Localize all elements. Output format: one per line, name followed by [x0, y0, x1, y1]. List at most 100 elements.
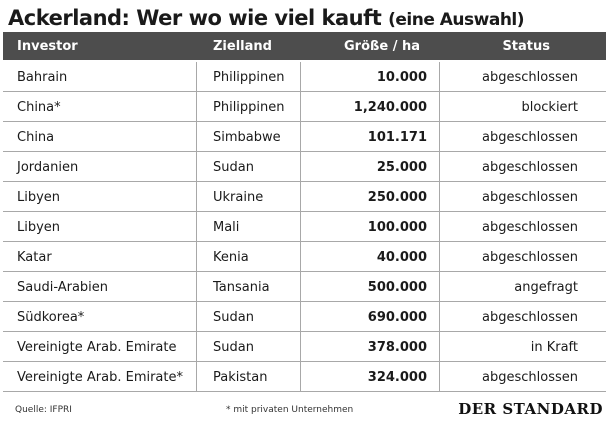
column-header-size: Größe / ha [343, 38, 420, 54]
column-divider [196, 122, 197, 152]
cell-status: angefragt [514, 279, 578, 295]
column-divider [439, 182, 440, 212]
cell-investor: Bahrain [17, 69, 68, 85]
row-divider [3, 121, 606, 122]
table-row: Südkorea* Sudan 690.000 abgeschlossen [3, 302, 606, 332]
cell-status: blockiert [521, 99, 578, 115]
row-divider [3, 241, 606, 242]
column-divider [196, 272, 197, 302]
table-row: China* Philippinen 1,240.000 blockiert [3, 92, 606, 122]
cell-target: Sudan [213, 339, 254, 355]
row-divider [3, 181, 606, 182]
footnote: * mit privaten Unternehmen [226, 405, 354, 415]
column-divider [196, 332, 197, 362]
row-divider [3, 361, 606, 362]
cell-size: 1,240.000 [353, 99, 427, 115]
column-divider [300, 302, 301, 332]
chart-title: Ackerland: Wer wo wie viel kauft (eine A… [8, 4, 525, 32]
column-divider [300, 362, 301, 392]
source-note: Quelle: IFPRI [15, 405, 72, 415]
cell-target: Simbabwe [213, 129, 281, 145]
row-divider [3, 391, 606, 392]
column-divider [300, 212, 301, 242]
cell-investor: China [17, 129, 55, 145]
column-divider [439, 242, 440, 272]
column-divider [196, 92, 197, 122]
column-divider [439, 62, 440, 92]
column-header-target: Zielland [213, 38, 272, 54]
column-divider [439, 302, 440, 332]
cell-target: Tansania [213, 279, 270, 295]
cell-size: 101.171 [367, 129, 427, 145]
column-divider [196, 152, 197, 182]
table-row: Libyen Mali 100.000 abgeschlossen [3, 212, 606, 242]
column-divider [300, 272, 301, 302]
cell-status: abgeschlossen [482, 309, 578, 325]
cell-size: 250.000 [367, 189, 427, 205]
cell-status: abgeschlossen [482, 129, 578, 145]
cell-status: abgeschlossen [482, 249, 578, 265]
table-header: Investor Zielland Größe / ha Status [3, 32, 606, 60]
title-subtitle: (eine Auswahl) [388, 10, 525, 30]
cell-status: abgeschlossen [482, 369, 578, 385]
cell-status: in Kraft [530, 339, 578, 355]
cell-size: 40.000 [376, 249, 427, 265]
table-row: Katar Kenia 40.000 abgeschlossen [3, 242, 606, 272]
title-main: Ackerland: Wer wo wie viel kauft [8, 6, 382, 30]
table-row: Libyen Ukraine 250.000 abgeschlossen [3, 182, 606, 212]
cell-status: abgeschlossen [482, 219, 578, 235]
column-divider [300, 182, 301, 212]
column-divider [196, 182, 197, 212]
cell-target: Mali [213, 219, 240, 235]
column-divider [439, 332, 440, 362]
column-divider [300, 92, 301, 122]
column-divider [196, 302, 197, 332]
footer: Quelle: IFPRI * mit privaten Unternehmen… [3, 399, 606, 421]
table-row: China Simbabwe 101.171 abgeschlossen [3, 122, 606, 152]
cell-size: 378.000 [367, 339, 427, 355]
column-divider [196, 62, 197, 92]
cell-investor: Jordanien [17, 159, 79, 175]
cell-size: 500.000 [367, 279, 427, 295]
table-row: Vereinigte Arab. Emirate* Pakistan 324.000… [3, 362, 606, 392]
cell-investor: Vereinigte Arab. Emirate* [17, 369, 183, 385]
column-divider [300, 242, 301, 272]
cell-investor: China* [17, 99, 61, 115]
column-divider [439, 362, 440, 392]
column-divider [196, 212, 197, 242]
column-divider [300, 332, 301, 362]
publisher-logo: DER STANDARD [458, 400, 603, 418]
cell-status: abgeschlossen [482, 189, 578, 205]
table-row: Bahrain Philippinen 10.000 abgeschlossen [3, 62, 606, 92]
table-row: Jordanien Sudan 25.000 abgeschlossen [3, 152, 606, 182]
cell-investor: Libyen [17, 219, 61, 235]
cell-status: abgeschlossen [482, 159, 578, 175]
table-row: Saudi-Arabien Tansania 500.000 angefragt [3, 272, 606, 302]
column-divider [300, 62, 301, 92]
cell-target: Pakistan [213, 369, 268, 385]
cell-investor: Südkorea* [17, 309, 85, 325]
row-divider [3, 301, 606, 302]
cell-status: abgeschlossen [482, 69, 578, 85]
row-divider [3, 211, 606, 212]
cell-investor: Katar [17, 249, 52, 265]
cell-investor: Libyen [17, 189, 61, 205]
column-divider [439, 122, 440, 152]
cell-target: Ukraine [213, 189, 264, 205]
row-divider [3, 271, 606, 272]
cell-target: Sudan [213, 309, 254, 325]
column-divider [439, 92, 440, 122]
cell-size: 100.000 [367, 219, 427, 235]
cell-size: 690.000 [367, 309, 427, 325]
cell-investor: Saudi-Arabien [17, 279, 109, 295]
table-row: Vereinigte Arab. Emirate Sudan 378.000 in K… [3, 332, 606, 362]
column-divider [300, 122, 301, 152]
cell-target: Kenia [213, 249, 249, 265]
column-divider [439, 152, 440, 182]
column-divider [439, 212, 440, 242]
column-divider [439, 272, 440, 302]
cell-target: Philippinen [213, 69, 285, 85]
cell-target: Sudan [213, 159, 254, 175]
column-divider [196, 242, 197, 272]
cell-investor: Vereinigte Arab. Emirate [17, 339, 177, 355]
